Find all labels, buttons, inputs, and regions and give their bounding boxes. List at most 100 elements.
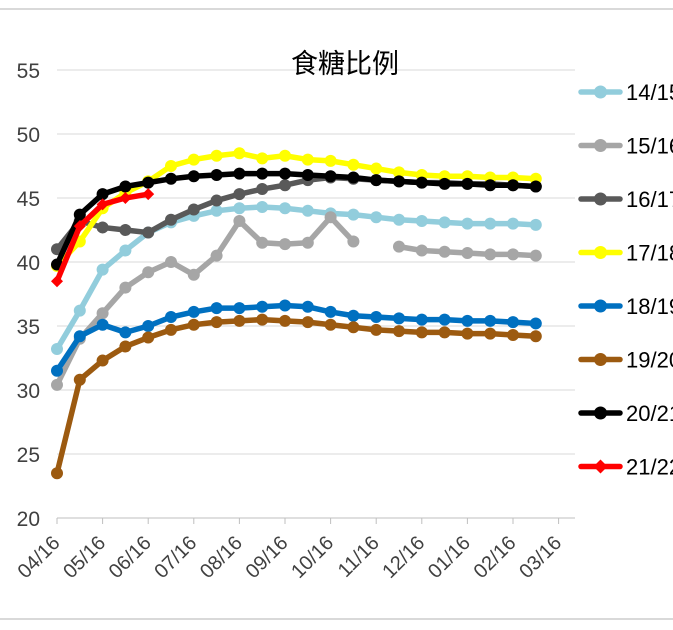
data-point <box>324 211 337 224</box>
data-point <box>347 171 360 184</box>
legend-swatch-marker <box>594 406 607 420</box>
data-point <box>51 378 63 391</box>
legend-entry-18-19: 18/19 <box>578 294 673 319</box>
data-point <box>165 256 177 268</box>
data-point <box>119 224 132 236</box>
data-point <box>301 236 314 249</box>
legend-swatch-marker <box>594 139 607 152</box>
data-point <box>210 194 223 207</box>
series-line <box>54 302 539 374</box>
data-point <box>279 299 291 312</box>
data-point <box>347 235 360 248</box>
legend-swatch-marker <box>594 353 607 366</box>
data-point <box>324 305 337 318</box>
data-point <box>119 340 132 353</box>
data-point <box>51 343 63 356</box>
data-point <box>96 188 109 201</box>
series-21-22 <box>51 188 155 288</box>
data-point <box>438 326 451 339</box>
data-point <box>484 248 497 261</box>
data-point <box>233 147 246 160</box>
legend-swatch-marker <box>594 246 607 259</box>
data-point <box>301 316 314 329</box>
data-point <box>119 192 132 204</box>
data-point <box>233 167 246 180</box>
legend-label: 14/15 <box>626 80 673 105</box>
data-point <box>279 149 291 162</box>
data-point <box>51 364 63 377</box>
data-point <box>301 168 314 181</box>
data-point <box>187 305 200 318</box>
data-point <box>119 244 132 257</box>
data-point <box>529 249 542 262</box>
x-tick-label: 01/16 <box>424 532 475 583</box>
y-tick-label: 40 <box>17 252 40 275</box>
legend-swatch-marker <box>594 85 607 99</box>
x-tick-label: 05/16 <box>59 532 110 583</box>
data-point <box>529 330 542 343</box>
data-point <box>370 211 383 224</box>
data-point <box>438 313 451 326</box>
data-point <box>73 208 86 221</box>
data-point <box>187 203 200 216</box>
y-tick-label: 20 <box>17 508 40 531</box>
data-point <box>347 208 360 221</box>
data-point <box>73 373 86 386</box>
data-point <box>461 247 474 260</box>
data-point <box>256 200 269 213</box>
data-point <box>415 313 428 326</box>
data-point <box>461 217 474 230</box>
data-point <box>165 323 177 336</box>
legend-label: 19/20 <box>626 348 673 373</box>
data-point <box>96 198 109 211</box>
legend-entry-21-22: 21/22 <box>578 455 673 480</box>
data-point <box>233 314 246 327</box>
data-point <box>324 154 337 167</box>
data-point <box>393 325 405 338</box>
data-point <box>484 314 497 327</box>
y-tick-label: 50 <box>17 124 40 147</box>
y-tick-label: 45 <box>17 188 40 211</box>
data-point <box>301 204 314 217</box>
x-tick-label: 03/16 <box>515 532 566 583</box>
data-point <box>96 354 109 367</box>
legend-swatch-marker <box>594 299 607 313</box>
data-point <box>370 162 383 175</box>
y-tick-label: 30 <box>17 380 40 403</box>
data-point <box>142 266 155 279</box>
data-point <box>142 226 155 239</box>
legend-swatch-marker <box>594 192 607 206</box>
data-point <box>438 216 451 229</box>
data-point <box>73 330 86 343</box>
data-point <box>142 320 155 332</box>
data-point <box>438 245 451 258</box>
y-tick-label: 35 <box>17 316 40 339</box>
data-point <box>233 188 246 201</box>
legend-entry-14-15: 14/15 <box>578 80 673 105</box>
data-point <box>210 204 223 217</box>
legend-swatch-marker <box>593 459 608 474</box>
data-point <box>73 220 86 233</box>
data-point <box>279 314 291 327</box>
data-point <box>210 302 223 315</box>
x-tick-label: 11/16 <box>334 532 384 582</box>
data-point <box>301 153 314 166</box>
frame-bottom-border <box>0 618 673 620</box>
data-point <box>507 248 519 261</box>
data-point <box>210 168 223 181</box>
data-point <box>165 160 177 172</box>
data-point <box>393 166 405 179</box>
data-point <box>415 176 428 189</box>
data-point <box>256 300 269 313</box>
data-point <box>393 213 405 226</box>
data-point <box>210 149 223 162</box>
data-point <box>393 175 405 188</box>
legend-label: 16/17 <box>626 187 673 212</box>
data-point <box>438 177 451 190</box>
data-point <box>324 170 337 183</box>
data-point <box>233 302 246 315</box>
x-tick-label: 10/16 <box>287 532 338 583</box>
series-line <box>54 170 539 268</box>
